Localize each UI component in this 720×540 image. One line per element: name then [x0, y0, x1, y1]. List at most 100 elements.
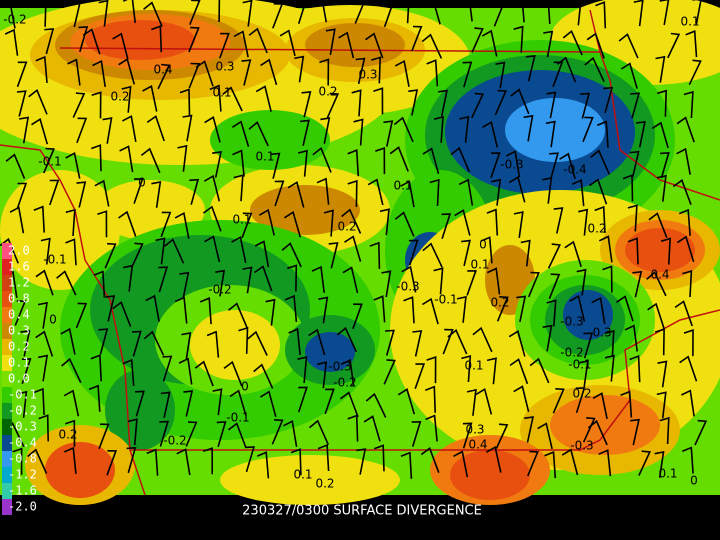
wind-barb [271, 419, 284, 445]
wind-barb [231, 236, 247, 263]
wind-barb [411, 25, 423, 52]
wind-barb [659, 0, 670, 26]
wind-barb [43, 147, 55, 174]
wind-barb [288, 327, 301, 355]
wind-barb [648, 212, 668, 238]
wind-barb [656, 391, 667, 419]
contour-label: 0.2 [58, 428, 77, 442]
wind-barb [453, 450, 469, 478]
wind-barb [209, 84, 222, 112]
colorbar: 2.0 1.6 1.2 0.8 0.4 0.3 0.2 0.1 0.0 -0.1 -0.2 -0.3 -… [2, 243, 37, 515]
colorbar-swatch [2, 499, 12, 515]
wind-barb [189, 178, 200, 205]
wind-barb [174, 296, 188, 324]
wind-barb [82, 28, 101, 55]
wind-barb [505, 150, 521, 178]
wind-barb [383, 359, 396, 385]
wind-barb [105, 295, 116, 322]
wind-barb [461, 355, 472, 383]
contour-label: -0.1 [568, 358, 591, 372]
wind-barb [682, 446, 694, 474]
wind-barb [676, 235, 695, 263]
wind-barb [426, 355, 437, 384]
colorbar-label: -2.0 [8, 500, 37, 514]
wind-barb [459, 115, 470, 143]
wind-barb [495, 61, 506, 89]
wind-barb [38, 354, 49, 382]
wind-barb [49, 179, 60, 206]
wind-barb [56, 270, 77, 296]
wind-barb [206, 330, 220, 358]
wind-barb [63, 446, 77, 474]
contour-label: 0.3 [358, 68, 377, 82]
wind-barb [294, 55, 305, 83]
wind-barb [27, 448, 48, 474]
wind-barb [219, 32, 230, 59]
wind-barb [37, 301, 48, 329]
contour-label: -0.3 [500, 158, 523, 172]
wind-barb [308, 419, 330, 446]
wind-barb [188, 26, 200, 53]
wind-barb [0, 1, 16, 29]
wind-barb [394, 59, 410, 87]
wind-barb [151, 181, 162, 208]
wind-barb [260, 58, 278, 86]
wind-barb [423, 0, 441, 25]
wind-barb [130, 242, 144, 269]
colorbar-swatch [2, 243, 12, 259]
contour-label: -0.2 [333, 376, 356, 390]
contour-label: -0.2 [163, 434, 186, 448]
contour-label: -0.3 [396, 280, 419, 294]
wind-barb [538, 0, 551, 24]
colorbar-swatch [2, 307, 12, 323]
wind-barb [657, 360, 668, 388]
wind-barb [231, 120, 250, 147]
wind-barb [429, 178, 440, 206]
wind-barb [227, 422, 247, 449]
wind-barb [347, 149, 360, 177]
wind-barb [475, 387, 493, 415]
wind-barb [28, 89, 48, 115]
wind-barb [9, 206, 25, 234]
wind-barb [569, 294, 586, 322]
wind-barb [462, 61, 473, 88]
wind-barb [38, 414, 49, 442]
wind-barb [556, 56, 577, 83]
wind-barb [676, 147, 691, 175]
wind-barb [102, 117, 113, 144]
wind-barb [183, 390, 194, 417]
wind-barb [179, 271, 190, 299]
wind-barb [151, 25, 163, 53]
wind-barb [159, 420, 169, 447]
wind-barb [72, 92, 86, 118]
wind-barb [212, 151, 223, 178]
wind-barb [5, 153, 26, 179]
wind-barb [595, 1, 607, 29]
wind-barb [627, 204, 638, 232]
contour-label: 0.1 [232, 213, 251, 227]
wind-barb [178, 357, 193, 385]
wind-barb [683, 328, 694, 357]
wind-barb [61, 357, 82, 383]
wind-barb [242, 266, 253, 294]
wind-barb [325, 28, 336, 56]
wind-barb [194, 360, 214, 387]
wind-barb [426, 59, 439, 87]
wind-barb [311, 265, 325, 293]
wind-barb [674, 300, 693, 327]
contour-label: 0.2 [572, 387, 591, 401]
wind-barb [552, 61, 564, 88]
wind-barb [297, 386, 308, 413]
wind-barb [630, 92, 641, 119]
wind-barb [341, 208, 362, 234]
wind-barb [63, 389, 80, 417]
colorbar-label: 0.4 [8, 308, 30, 322]
caption: 230327/0300 SURFACE DIVERGENCE [242, 504, 482, 519]
contour-label: 0 [138, 176, 146, 190]
wind-barb [408, 89, 419, 116]
wind-barb [548, 273, 561, 299]
colorbar-swatch [2, 291, 12, 307]
wind-barb [636, 120, 646, 148]
wind-barb [692, 0, 702, 25]
